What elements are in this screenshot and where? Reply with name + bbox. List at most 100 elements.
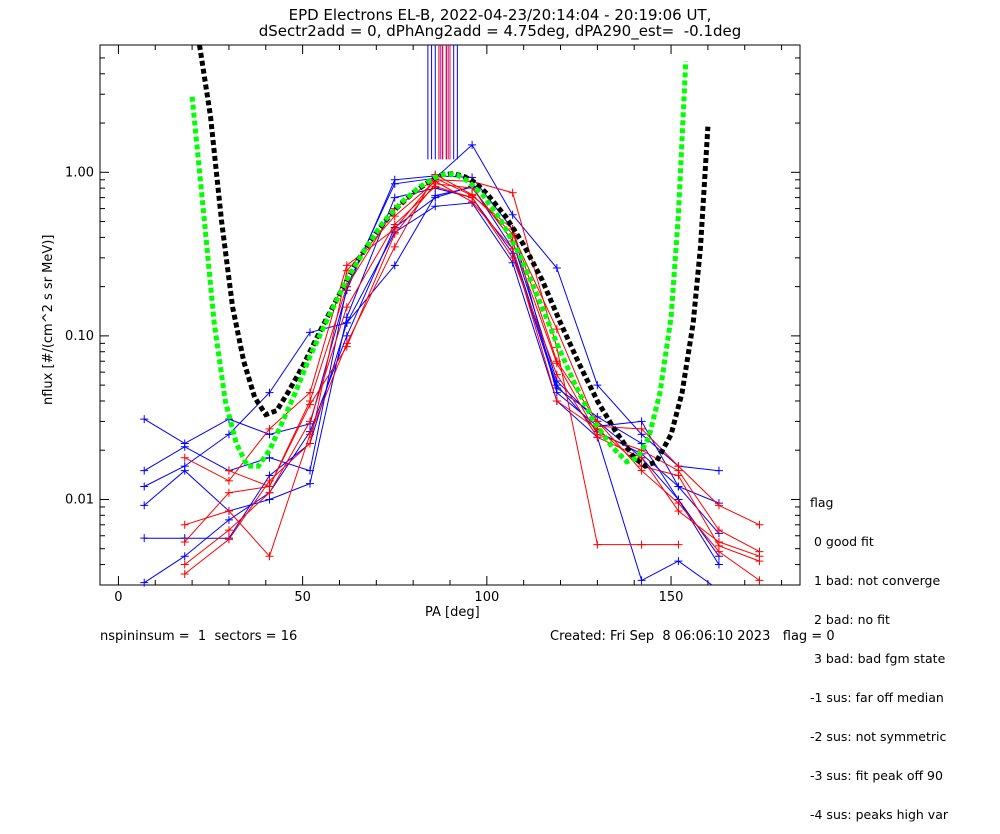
data-point-marker [674, 540, 683, 549]
data-point-marker [180, 560, 189, 569]
x-axis-label: PA [deg] [425, 605, 480, 620]
data-point-marker [674, 482, 683, 491]
legend-item: 3 bad: bad fgm state [810, 651, 946, 666]
data-point-marker [390, 220, 399, 229]
footer-left-info: nspininsum = 1 sectors = 16 [100, 629, 298, 644]
footer-right-info: Created: Fri Sep 8 06:06:10 2023 flag = … [550, 629, 835, 644]
chart-plot-area: 0 50 100 150 0.01 0.10 1.00 [65, 44, 801, 605]
x-tick-label: 100 [474, 590, 499, 605]
x-tick-label: 0 [114, 590, 122, 605]
data-point-marker [306, 479, 314, 488]
data-point-marker [593, 540, 602, 549]
data-point-marker [180, 537, 189, 546]
data-point-marker [265, 453, 274, 462]
series-line [184, 185, 760, 565]
data-point-marker [224, 507, 233, 516]
data-point-marker [552, 370, 561, 379]
data-point-marker [140, 578, 149, 587]
flag-legend: flag 0 good fit 1 bad: not converge 2 ba… [810, 470, 948, 834]
y-tick-label: 1.00 [65, 165, 94, 180]
data-point-marker [593, 381, 602, 390]
data-point-marker [180, 442, 189, 451]
data-point-marker [180, 453, 189, 462]
data-point-marker [224, 466, 233, 475]
legend-item: 0 good fit [810, 534, 874, 549]
data-point-marker [637, 424, 646, 433]
data-point-marker [306, 430, 314, 439]
data-point-marker [468, 191, 477, 200]
data-point-marker [265, 388, 274, 397]
series-line [143, 185, 720, 584]
data-point-marker [306, 417, 314, 426]
data-point-marker [265, 495, 274, 504]
data-point-marker [342, 318, 351, 327]
data-point-marker [224, 476, 233, 485]
data-point-marker [674, 471, 683, 480]
data-point-marker [431, 193, 440, 202]
data-point-marker [714, 526, 723, 535]
data-point-marker [674, 507, 683, 516]
data-point-marker [674, 557, 683, 566]
data-point-marker [390, 242, 399, 251]
legend-item: 1 bad: not converge [810, 573, 941, 588]
data-point-marker [140, 415, 149, 424]
data-point-marker [468, 140, 477, 149]
x-tick-label: 50 [294, 590, 311, 605]
series-line [184, 180, 760, 575]
data-point-marker [714, 466, 723, 475]
y-tick-label: 0.10 [65, 329, 94, 344]
x-tick-label: 150 [659, 590, 684, 605]
series-line [184, 179, 679, 546]
data-point-marker [224, 535, 233, 544]
legend-item: -1 sus: far off median [810, 690, 944, 705]
data-point-marker [637, 540, 646, 549]
data-point-marker [637, 576, 646, 585]
data-point-marker [140, 534, 149, 543]
data-point-marker [508, 188, 517, 197]
data-point-marker [265, 552, 274, 561]
series-line [143, 187, 720, 557]
data-point-marker [508, 210, 517, 219]
data-point-marker [390, 229, 399, 238]
data-point-marker [180, 552, 189, 561]
data-point-marker [342, 331, 351, 340]
data-point-marker [714, 501, 723, 510]
data-point-marker [755, 520, 764, 529]
data-point-marker [180, 520, 189, 529]
data-point-marker [552, 325, 561, 334]
data-point-marker [552, 381, 561, 390]
data-point-marker [180, 466, 189, 475]
legend-item: 2 bad: no fit [810, 612, 890, 627]
data-point-marker [552, 357, 561, 366]
data-point-marker [755, 576, 764, 585]
data-point-marker [140, 501, 149, 510]
chart-title-line-2: dSectr2add = 0, dPhAng2add = 4.75deg, dP… [258, 22, 742, 40]
data-point-marker [390, 193, 399, 202]
data-point-marker [390, 179, 399, 188]
series-line [184, 183, 760, 553]
data-point-marker [674, 499, 683, 508]
legend-title: flag [810, 495, 834, 510]
fit-curve [189, 60, 689, 469]
legend-item: -2 sus: not symmetric [810, 729, 947, 744]
data-point-marker [637, 417, 646, 426]
data-point-marker [140, 482, 149, 491]
y-axis-label: nflux [#/(cm^2 s sr MeV)] [41, 234, 56, 405]
data-point-marker [714, 560, 723, 569]
data-point-marker [224, 488, 233, 497]
data-point-marker [306, 328, 314, 337]
fit-curve [197, 45, 711, 469]
data-point-marker [306, 396, 314, 405]
data-point-marker [552, 263, 561, 272]
data-point-marker [180, 570, 189, 579]
data-point-marker [224, 515, 233, 524]
data-point-marker [593, 433, 602, 442]
data-point-marker [224, 526, 233, 535]
data-point-marker [265, 482, 274, 491]
legend-item: -3 sus: fit peak off 90 [810, 768, 943, 783]
data-point-marker [306, 439, 314, 448]
data-point-marker [637, 466, 646, 475]
legend-item: -4 sus: peaks high var [810, 807, 949, 822]
series-line [143, 186, 720, 565]
y-tick-label: 0.01 [65, 492, 94, 507]
